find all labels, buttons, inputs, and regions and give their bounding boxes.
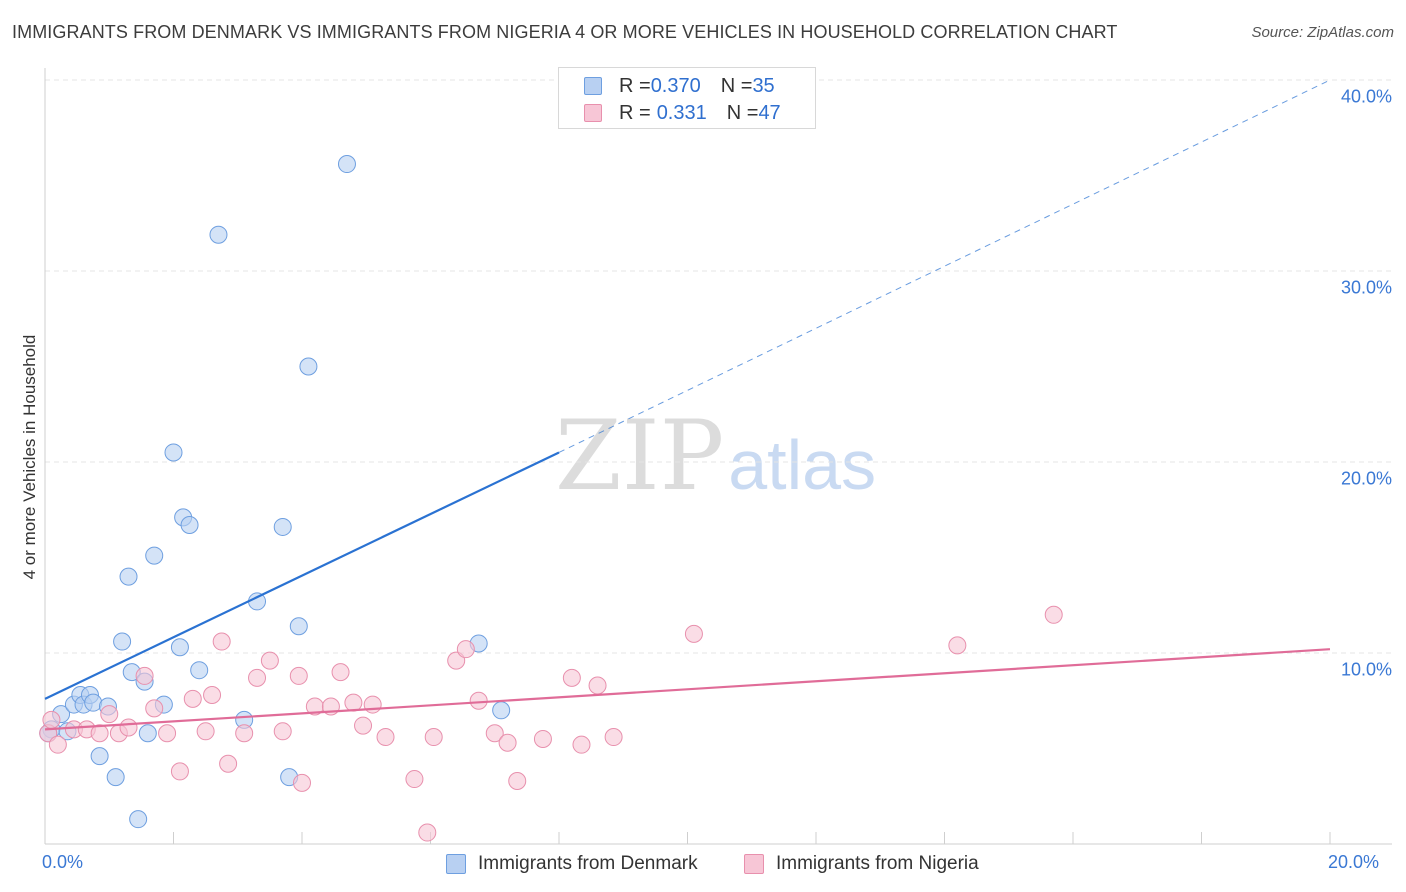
nigeria-point <box>405 770 424 789</box>
nigeria-point <box>203 686 222 705</box>
denmark-point <box>129 810 148 829</box>
nigeria-point <box>293 773 311 792</box>
legend-row-denmark: R = 0.370 N = 35 <box>584 73 775 99</box>
nigeria-point <box>498 733 517 752</box>
nigeria-point <box>376 728 395 747</box>
nigeria-point <box>354 716 373 735</box>
denmark-point <box>273 517 292 536</box>
nigeria-point <box>363 695 382 714</box>
watermark-atlas: atlas <box>728 426 877 504</box>
denmark-point <box>289 617 308 636</box>
denmark-point <box>119 567 138 586</box>
nigeria-point <box>424 728 443 747</box>
legend-r-value: 0.370 <box>650 74 701 97</box>
stats-legend: R = 0.370 N = 35 R = 0.331 N = 47 <box>558 67 816 129</box>
denmark-point <box>190 661 209 680</box>
legend-row-nigeria: R = 0.331 N = 47 <box>584 100 781 126</box>
y-tick-label: 10.0% <box>1340 659 1392 680</box>
nigeria-point <box>219 754 238 773</box>
nigeria-point <box>100 705 119 724</box>
nigeria-point <box>485 724 504 743</box>
nigeria-point <box>289 666 308 685</box>
denmark-point <box>145 546 164 565</box>
nigeria-point <box>212 632 231 651</box>
legend-label-denmark: Immigrants from Denmark <box>478 853 698 874</box>
legend-swatch-denmark <box>584 77 602 95</box>
legend-r-label: R = <box>619 74 651 97</box>
denmark-point <box>138 724 157 743</box>
legend-swatch-nigeria <box>584 104 602 122</box>
nigeria-point <box>90 724 109 743</box>
nigeria-point <box>235 724 254 743</box>
nigeria-trend-line <box>44 648 1331 731</box>
nigeria-point <box>456 640 475 659</box>
nigeria-point <box>170 762 189 781</box>
denmark-point <box>164 443 183 462</box>
bottom-legend-denmark: Immigrants from Denmark <box>446 851 698 877</box>
denmark-point <box>106 768 125 787</box>
nigeria-point <box>331 663 350 682</box>
nigeria-point <box>418 823 437 842</box>
x-tick-label: 20.0% <box>1328 852 1380 872</box>
y-tick-label: 40.0% <box>1340 86 1392 107</box>
nigeria-point <box>248 668 267 687</box>
nigeria-point <box>48 735 67 754</box>
denmark-point <box>299 357 318 376</box>
denmark-point <box>492 701 511 720</box>
nigeria-point <box>572 735 591 754</box>
nigeria-point <box>1044 605 1063 624</box>
legend-n-value: 47 <box>758 101 781 124</box>
y-axis-label: 4 or more Vehicles in Household <box>20 334 39 580</box>
nigeria-point <box>183 689 202 708</box>
nigeria-point <box>158 724 177 743</box>
y-tick-label: 30.0% <box>1340 277 1392 298</box>
nigeria-point <box>145 699 164 718</box>
bottom-legend-nigeria: Immigrants from Nigeria <box>744 851 979 877</box>
nigeria-point <box>562 668 581 687</box>
legend-r-value: 0.331 <box>656 101 707 124</box>
legend-n-label: N = <box>726 101 759 124</box>
nigeria-point <box>604 728 623 747</box>
nigeria-point <box>344 693 363 712</box>
denmark-point <box>84 693 103 712</box>
nigeria-point <box>533 729 552 748</box>
denmark-trend-extension <box>558 79 1331 453</box>
denmark-point <box>113 632 132 651</box>
nigeria-point <box>948 636 967 655</box>
nigeria-point <box>469 691 488 710</box>
source-label: Source: ZipAtlas.com <box>1251 24 1394 41</box>
nigeria-point <box>588 676 607 695</box>
legend-n-value: 35 <box>752 74 775 97</box>
nigeria-point <box>447 651 466 670</box>
watermark: ZIPatlas <box>555 400 876 512</box>
legend-r-label: R = <box>619 101 651 124</box>
nigeria-point <box>260 651 279 670</box>
denmark-point <box>90 747 109 766</box>
chart-title: IMMIGRANTS FROM DENMARK VS IMMIGRANTS FR… <box>12 22 1118 42</box>
nigeria-point <box>135 666 154 685</box>
nigeria-point <box>196 722 215 741</box>
nigeria-point <box>273 722 292 741</box>
denmark-point <box>209 225 228 244</box>
x-tick-label: 0.0% <box>42 852 84 872</box>
nigeria-point <box>119 718 138 737</box>
legend-n-label: N = <box>720 74 753 97</box>
nigeria-point <box>42 710 61 729</box>
denmark-trend-line <box>44 451 560 700</box>
legend-label-nigeria: Immigrants from Nigeria <box>776 853 979 874</box>
nigeria-point <box>684 624 703 643</box>
legend-swatch-denmark <box>446 854 466 874</box>
watermark-zip: ZIP <box>555 400 725 512</box>
denmark-point <box>170 638 189 657</box>
y-tick-label: 20.0% <box>1340 468 1392 489</box>
legend-swatch-nigeria <box>744 854 764 874</box>
denmark-point <box>180 516 199 535</box>
denmark-point <box>337 155 356 174</box>
nigeria-point <box>508 771 527 790</box>
